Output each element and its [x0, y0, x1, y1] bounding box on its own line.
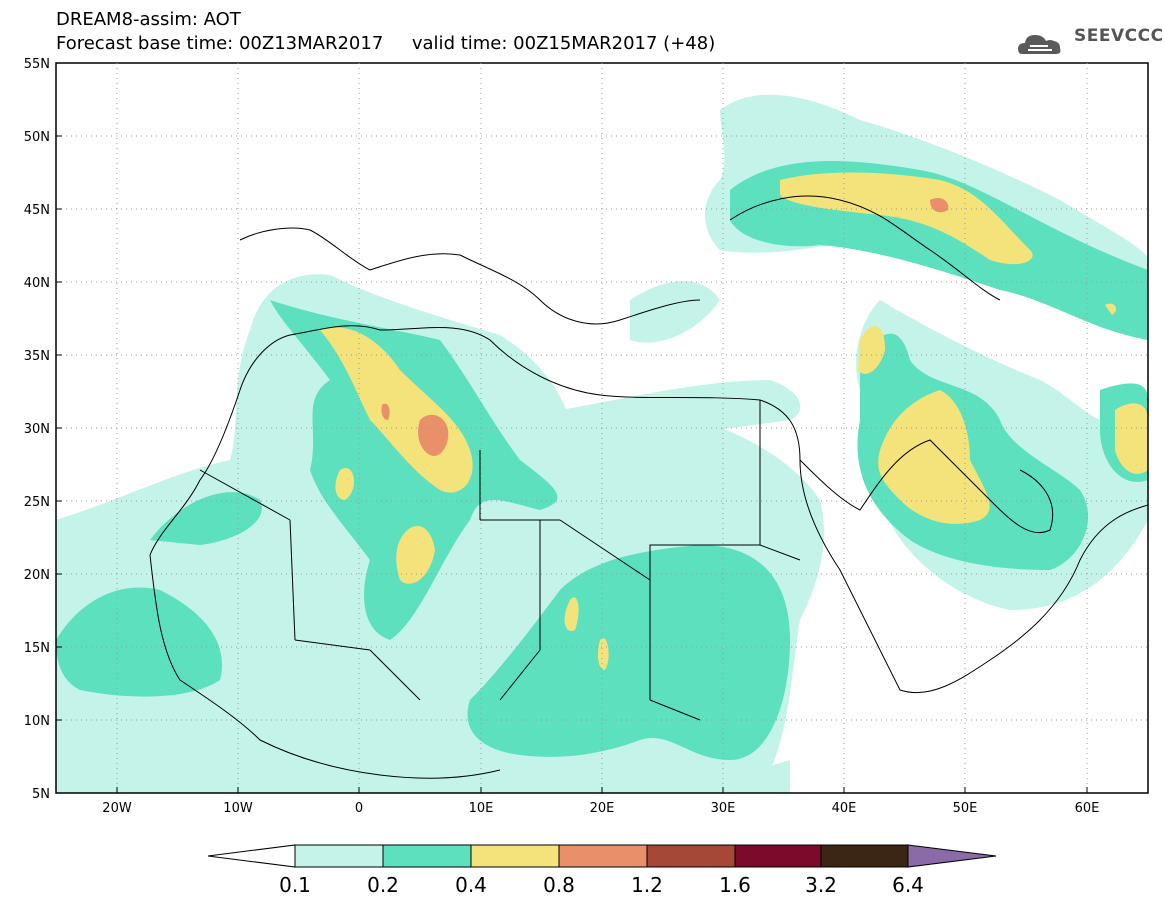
y-tick-label: 55N — [24, 57, 50, 72]
x-tick-label: 10W — [223, 801, 253, 816]
y-tick-label: 10N — [24, 714, 50, 729]
x-tick-label: 30E — [711, 801, 736, 816]
x-tick-label: 20E — [590, 801, 615, 816]
gridlines — [56, 63, 1148, 793]
seevccc-logo-text: SEEVCCC — [1074, 26, 1164, 46]
y-tick-label: 30N — [24, 422, 50, 437]
y-tick-label: 45N — [24, 203, 50, 218]
y-tick-label: 40N — [24, 276, 50, 291]
y-tick-label: 50N — [24, 130, 50, 145]
colorbar-swatch — [558, 844, 648, 868]
colorbar-swatch — [294, 844, 384, 868]
colorbar-label: 0.2 — [367, 873, 399, 897]
coastlines — [149, 195, 1148, 779]
colorbar — [207, 844, 997, 868]
map-title: DREAM8-assim: AOT — [56, 9, 241, 30]
colorbar-label: 0.8 — [543, 873, 575, 897]
colorbar-label: 0.1 — [279, 873, 311, 897]
x-tick-label: 40E — [832, 801, 857, 816]
y-tick-label: 5N — [32, 787, 50, 802]
colorbar-swatch — [207, 844, 296, 868]
y-tick-label: 15N — [24, 641, 50, 656]
x-tick-label: 10E — [469, 801, 494, 816]
colorbar-swatch — [646, 844, 736, 868]
colorbar-label: 1.2 — [631, 873, 663, 897]
colorbar-swatch — [820, 844, 909, 868]
colorbar-label: 1.6 — [719, 873, 751, 897]
x-tick-label: 0 — [355, 801, 363, 816]
axis-ticks — [56, 62, 1088, 794]
y-tick-label: 20N — [24, 568, 50, 583]
colorbar-label: 0.4 — [455, 873, 487, 897]
x-tick-label: 20W — [102, 801, 132, 816]
x-tick-label: 60E — [1075, 801, 1100, 816]
colorbar-swatch — [382, 844, 472, 868]
colorbar-swatch — [907, 844, 997, 868]
colorbar-swatch — [734, 844, 822, 868]
y-tick-label: 25N — [24, 495, 50, 510]
forecast-times: Forecast base time: 00Z13MAR2017 valid t… — [56, 33, 716, 54]
cloud-icon — [1018, 35, 1061, 54]
x-tick-label: 50E — [953, 801, 978, 816]
colorbar-label: 6.4 — [892, 873, 924, 897]
colorbar-label: 3.2 — [805, 873, 837, 897]
y-tick-label: 35N — [24, 349, 50, 364]
colorbar-swatch — [470, 844, 560, 868]
